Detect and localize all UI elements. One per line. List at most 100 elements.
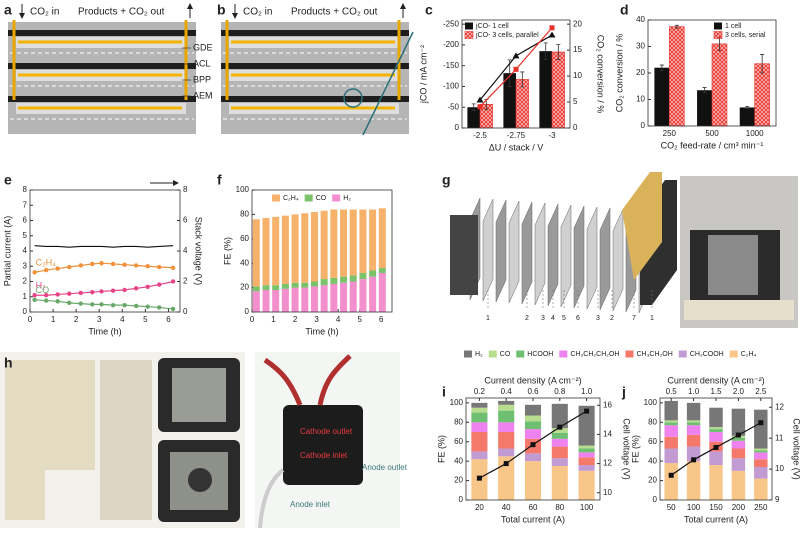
y-tick-label: 0 xyxy=(641,121,646,130)
y-tick-label: 20 xyxy=(240,283,249,292)
marker xyxy=(170,279,176,284)
bar xyxy=(686,461,701,500)
bar xyxy=(754,452,768,460)
y2-tick-label: 10 xyxy=(573,71,582,80)
bar xyxy=(754,448,768,451)
y-tick-label: 60 xyxy=(648,437,657,446)
bar xyxy=(471,412,488,423)
bar xyxy=(664,448,678,464)
legend-label: CO xyxy=(500,351,511,358)
bar xyxy=(498,448,515,457)
bar xyxy=(551,51,565,129)
x-tick-label: 1000 xyxy=(746,129,764,138)
y-tick-label: 0 xyxy=(653,495,658,504)
bar xyxy=(731,458,746,471)
x-tick-label: 20 xyxy=(475,503,484,512)
x2-tick-label: 0.6 xyxy=(527,387,539,396)
bar xyxy=(731,437,746,441)
y-tick-label: 40 xyxy=(636,15,645,24)
x2-tick-label: 0.4 xyxy=(501,387,513,396)
bar xyxy=(471,432,488,452)
photo-g xyxy=(680,176,798,328)
plot-frame xyxy=(659,397,773,501)
part-number: 2 xyxy=(525,315,529,322)
legend-label: 1 cell xyxy=(725,23,742,30)
bar xyxy=(578,405,595,446)
marker xyxy=(170,306,176,312)
y-tick-label: 60 xyxy=(454,437,463,446)
legend-label: 3 cells, serial xyxy=(725,32,766,39)
marker xyxy=(735,432,741,438)
marker xyxy=(90,302,95,307)
bar xyxy=(731,408,746,436)
plate xyxy=(8,30,196,36)
plate xyxy=(599,207,611,311)
y2-axis-label: Cell voltage (V) xyxy=(622,418,632,480)
bar xyxy=(664,463,678,500)
bar xyxy=(252,286,260,292)
bar xyxy=(754,478,768,500)
bar xyxy=(281,283,289,289)
y2-tick-label: 15 xyxy=(573,45,582,54)
marker xyxy=(145,284,150,290)
part-number: 1 xyxy=(486,315,490,322)
x-axis-label: Total current (A) xyxy=(684,514,748,524)
x-tick-label: 250 xyxy=(754,503,768,512)
bar xyxy=(378,272,386,312)
x-tick-label: 2 xyxy=(74,315,79,324)
x-tick-label: 200 xyxy=(732,503,746,512)
plot-frame xyxy=(647,19,777,127)
y-axis-label: FE (%) xyxy=(436,435,446,463)
legend-swatch xyxy=(464,350,472,358)
x-tick-label: -2.75 xyxy=(507,131,526,140)
y2-tick-label: 12 xyxy=(603,459,612,468)
marker xyxy=(67,291,72,296)
marker xyxy=(67,300,72,306)
bar xyxy=(310,281,318,287)
y-tick-label: -100 xyxy=(443,82,460,91)
marker xyxy=(110,302,116,308)
marker xyxy=(549,25,555,31)
marker xyxy=(503,461,509,467)
y-tick-label: 80 xyxy=(454,417,463,426)
marker xyxy=(145,304,150,309)
bar xyxy=(664,425,678,437)
plate xyxy=(508,200,520,304)
legend-swatch xyxy=(304,194,313,202)
x2-tick-label: 0.5 xyxy=(666,387,678,396)
legend-swatch xyxy=(332,194,341,202)
bar xyxy=(272,285,280,291)
marker xyxy=(110,261,116,267)
bar xyxy=(686,425,701,435)
bar xyxy=(498,432,515,449)
x2-tick-label: 0.8 xyxy=(554,387,566,396)
x-tick-label: 60 xyxy=(529,503,538,512)
bar xyxy=(378,208,386,269)
bar xyxy=(340,209,348,277)
callout: Anode outlet xyxy=(362,463,408,472)
bar xyxy=(664,420,678,423)
x-tick-label: 4 xyxy=(120,315,125,324)
legend-label: CO xyxy=(316,195,327,202)
bar xyxy=(252,291,260,312)
marker xyxy=(43,267,49,273)
y-tick-label: 0 xyxy=(459,495,464,504)
marker xyxy=(90,289,95,295)
x2-tick-label: 1.5 xyxy=(710,387,722,396)
bar xyxy=(551,403,568,429)
x-tick-label: 5 xyxy=(357,315,362,324)
y-axis-label: CO₂ conversion / % xyxy=(614,34,624,113)
bypass xyxy=(362,31,414,136)
layer-label: BPP xyxy=(193,74,211,84)
x-axis-label: ΔU / stack / V xyxy=(489,142,544,152)
panel-letter: a xyxy=(4,2,12,18)
bar xyxy=(252,219,260,287)
bar xyxy=(754,459,768,467)
bar xyxy=(471,422,488,432)
y2-tick-label: 0 xyxy=(573,123,578,132)
bar xyxy=(301,287,309,312)
legend-label: CH₃COOH xyxy=(690,351,724,358)
marker xyxy=(122,302,127,308)
bar xyxy=(359,279,367,312)
part-number: 3 xyxy=(541,315,545,322)
